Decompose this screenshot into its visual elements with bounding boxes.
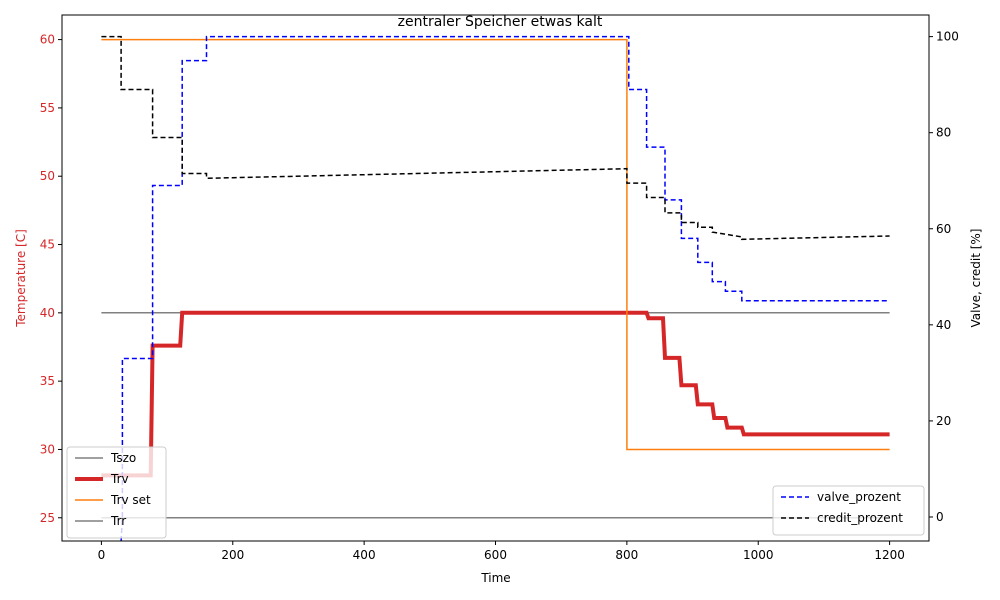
x-tick-label: 400 bbox=[353, 548, 376, 562]
legend-label: Trv set bbox=[110, 493, 151, 507]
legend-label: credit_prozent bbox=[817, 511, 903, 525]
y-left-tick-label: 60 bbox=[40, 33, 55, 47]
x-tick-label: 800 bbox=[615, 548, 638, 562]
y-left-tick-label: 55 bbox=[40, 101, 55, 115]
x-tick-label: 1200 bbox=[874, 548, 905, 562]
x-axis-label: Time bbox=[480, 571, 510, 585]
y-left-tick-label: 45 bbox=[40, 238, 55, 252]
x-tick-label: 1000 bbox=[743, 548, 774, 562]
y-right-tick-label: 20 bbox=[936, 414, 951, 428]
legend-right: valve_prozent credit_prozent bbox=[772, 485, 925, 536]
y-left-tick-label: 40 bbox=[40, 306, 55, 320]
y-right-tick-label: 60 bbox=[936, 222, 951, 236]
y-left-tick-label: 50 bbox=[40, 169, 55, 183]
y-right-tick-label: 100 bbox=[936, 30, 959, 44]
y-left-tick-label: 25 bbox=[40, 511, 55, 525]
legend-label: Trv bbox=[110, 472, 129, 486]
y-right-tick-label: 40 bbox=[936, 318, 951, 332]
y-right-tick-label: 0 bbox=[936, 510, 944, 524]
right-series-group bbox=[101, 35, 890, 541]
legend-label: Trr bbox=[110, 514, 126, 528]
y-axis-right-ticks: 0 20 40 60 80 100 bbox=[929, 30, 959, 524]
y-right-tick-label: 80 bbox=[936, 126, 951, 140]
legend-label: valve_prozent bbox=[817, 490, 901, 504]
series-line-credit-prozent bbox=[101, 35, 890, 241]
plot-frame bbox=[61, 14, 930, 542]
y-axis-left-label: Temperature [C] bbox=[14, 229, 28, 328]
legend-left: Tszo Trv Trv set Trr bbox=[66, 446, 167, 539]
legend-label: Tszo bbox=[110, 451, 136, 465]
y-axis-left-ticks: 25 30 35 40 45 50 55 60 bbox=[40, 33, 62, 525]
series-line-trv bbox=[101, 310, 890, 478]
x-axis-ticks: 0 200 400 600 800 1000 1200 bbox=[98, 541, 905, 562]
series-line-valve-prozent bbox=[120, 35, 890, 541]
x-tick-label: 600 bbox=[484, 548, 507, 562]
chart-title: zentraler Speicher etwas kalt bbox=[398, 14, 603, 30]
x-tick-label: 0 bbox=[98, 548, 106, 562]
y-axis-right-label: Valve, credit [%] bbox=[969, 229, 983, 328]
y-left-tick-label: 35 bbox=[40, 374, 55, 388]
legend-box bbox=[772, 485, 925, 536]
x-tick-label: 200 bbox=[221, 548, 244, 562]
left-series-group bbox=[101, 38, 890, 519]
legend-box bbox=[66, 446, 167, 539]
y-left-tick-label: 30 bbox=[40, 442, 55, 456]
series-line-trv-set bbox=[101, 38, 890, 451]
